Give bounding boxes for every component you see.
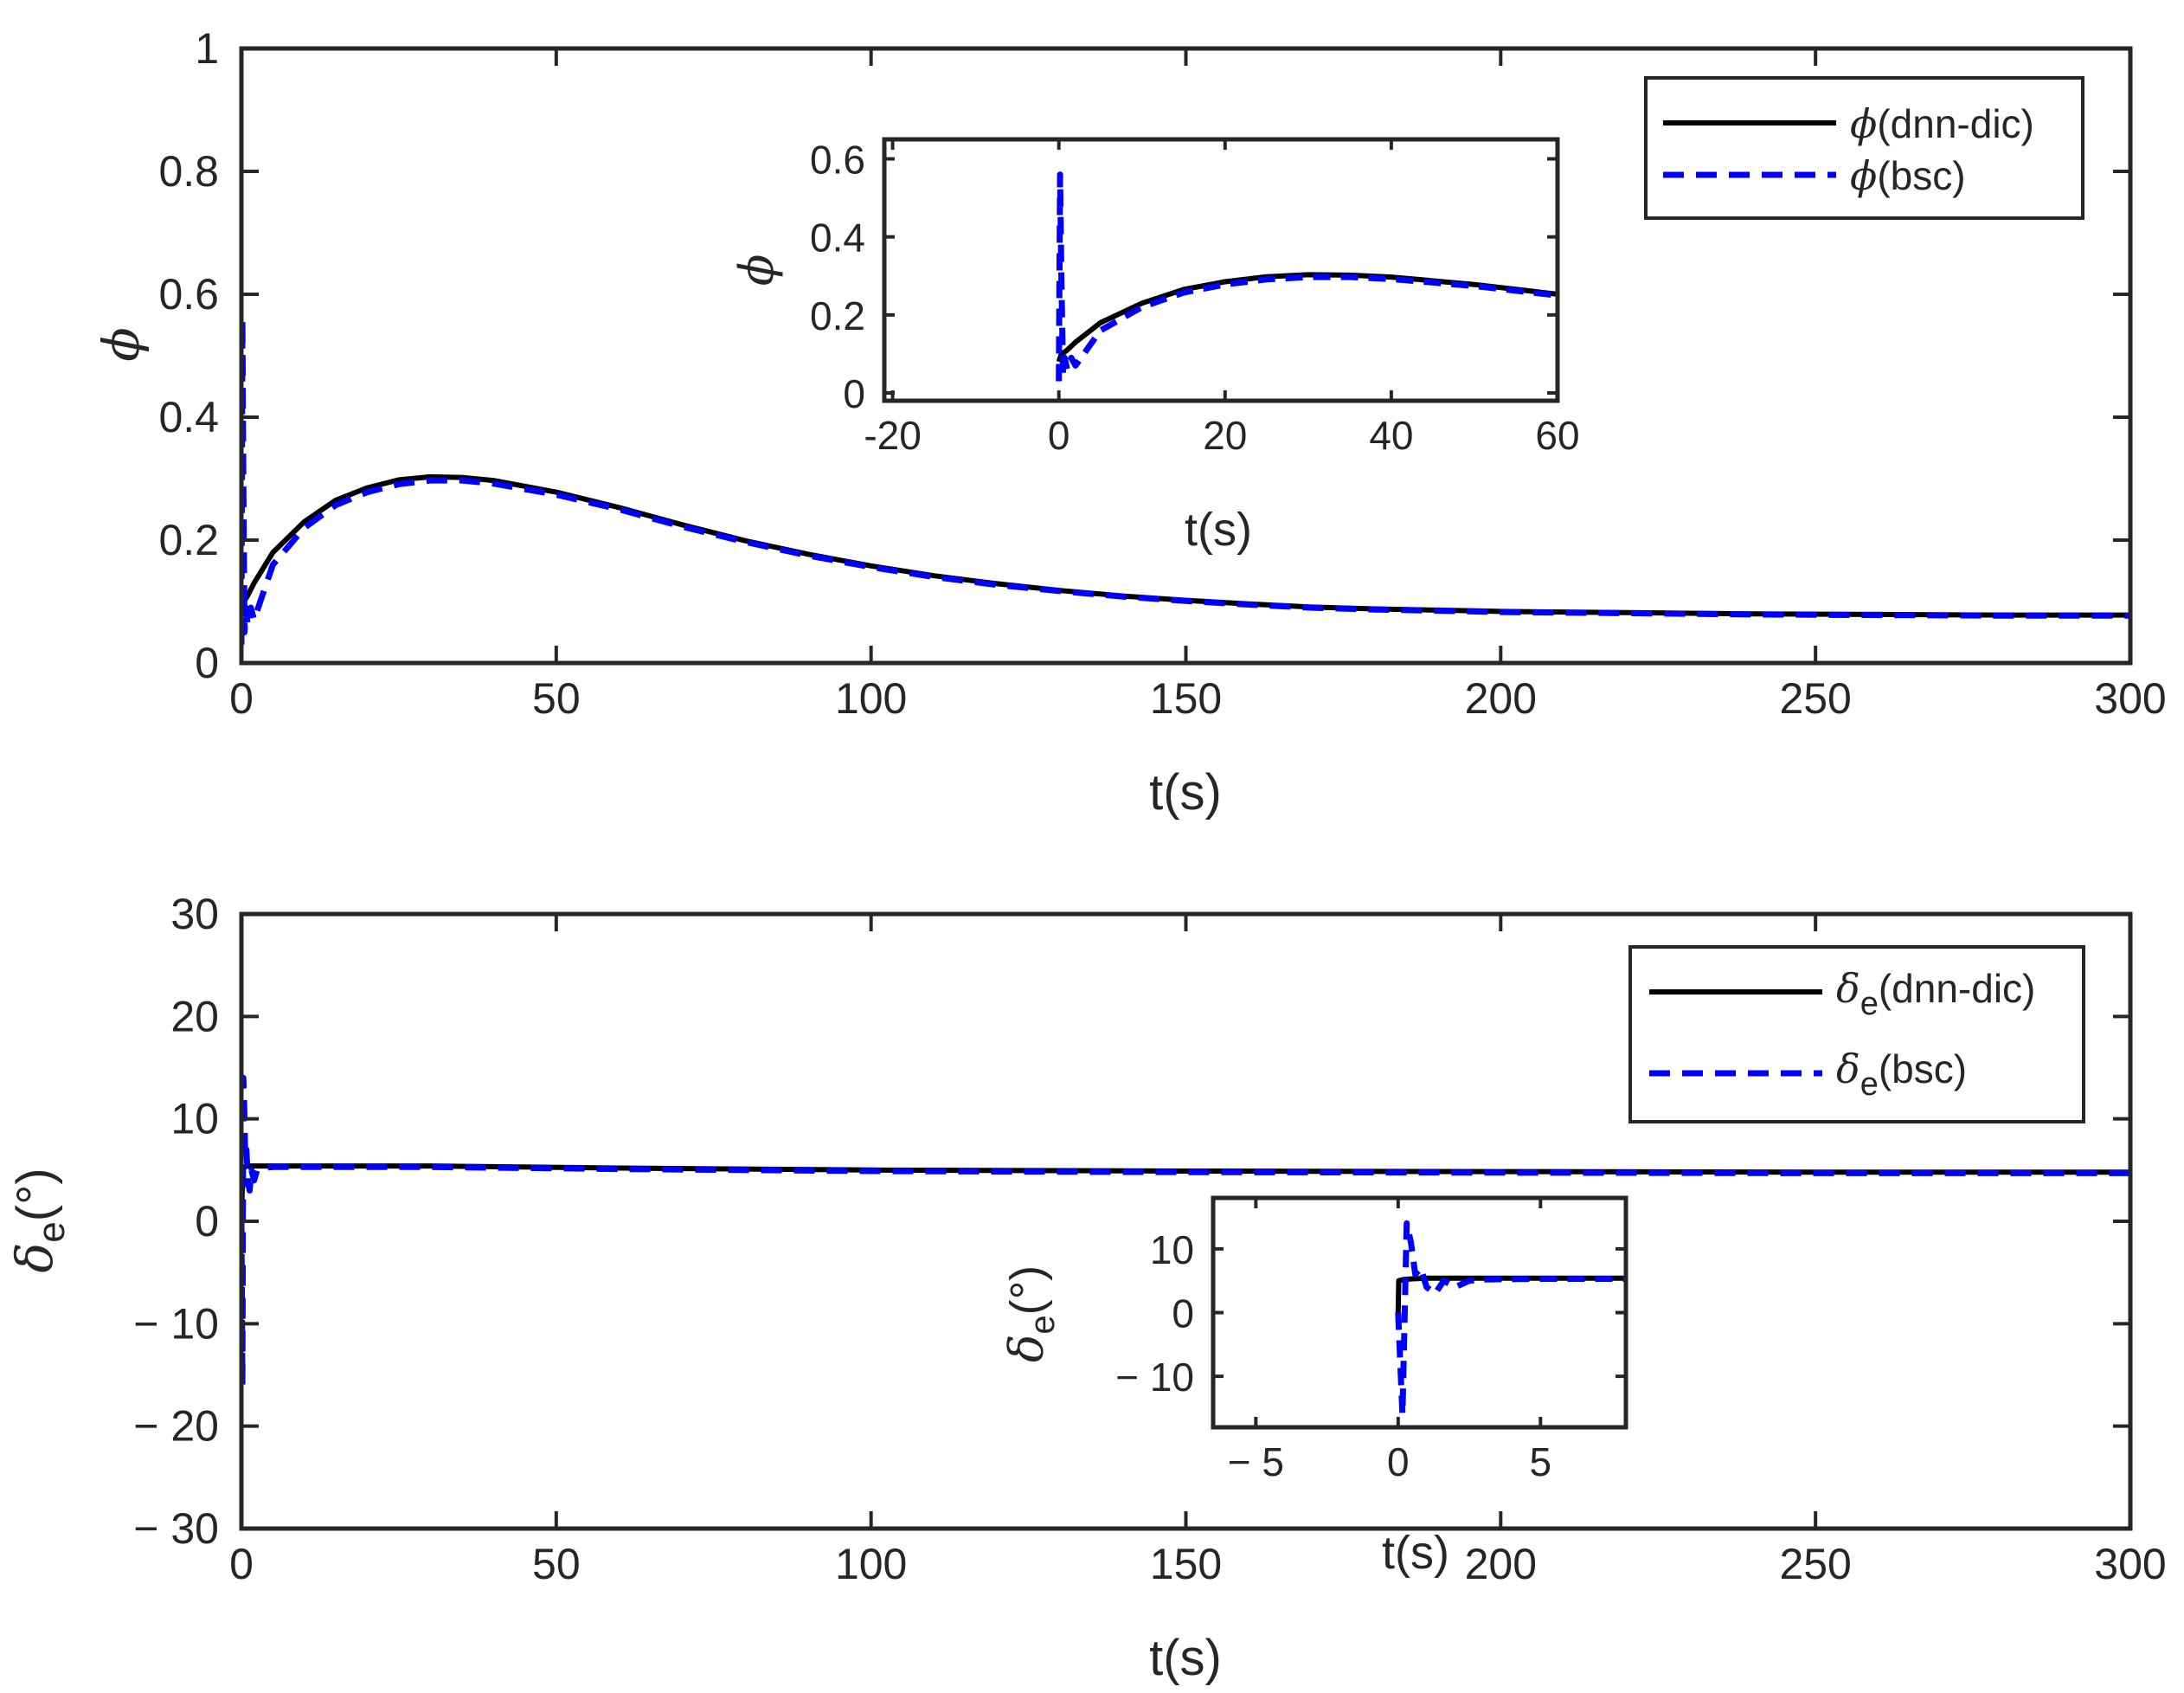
top-xtick-label: 300 <box>2094 674 2166 723</box>
top-inset-series-bsc-line <box>1056 171 1558 382</box>
top-inset-xlabel: t(s) <box>1185 504 1252 556</box>
bottom-xtick-label: 300 <box>2094 1540 2166 1588</box>
top-xlabel: t(s) <box>1149 764 1222 821</box>
bottom-inset-ylabel: δe(°) <box>999 1265 1062 1362</box>
bottom-xtick-label: 150 <box>1150 1540 1222 1588</box>
bottom-ytick-label: − 20 <box>133 1402 219 1451</box>
bottom-legend-label-dnn-dic: δe(dnn-dic) <box>1836 965 2035 1022</box>
bottom-inset-ytick-label: 10 <box>1150 1227 1194 1272</box>
bottom-xlabel: t(s) <box>1149 1630 1222 1686</box>
top-inset-ytick-label: 0.2 <box>810 293 865 338</box>
bottom-inset-ytick-label: − 10 <box>1115 1355 1194 1400</box>
top-inset-xtick-label: 0 <box>1048 413 1070 458</box>
top-ytick-label: 0 <box>195 639 219 687</box>
top-inset-plot-area <box>884 139 1558 401</box>
top-legend-label-dnn-dic: ϕ(dnn-dic) <box>1850 100 2034 147</box>
top-legend: ϕ(dnn-dic) ϕ(bsc) <box>1644 76 2084 220</box>
bottom-inset-xtick-label: − 5 <box>1228 1439 1284 1484</box>
bottom-ylabel: δe(°) <box>5 1168 73 1272</box>
top-ylabel: ϕ <box>92 327 151 362</box>
top-xtick-label: 100 <box>835 674 907 723</box>
top-inset-xtick-label: -20 <box>864 413 921 458</box>
top-xtick-label: 200 <box>1465 674 1537 723</box>
bottom-xtick-label: 50 <box>532 1540 581 1588</box>
bottom-inset-axes: − 5 0 5 − 10 0 10 δe(°) <box>999 1195 1628 1484</box>
bottom-ytick-label: − 30 <box>133 1504 219 1553</box>
bottom-xtick-label: 100 <box>835 1540 907 1588</box>
bottom-legend: δe(dnn-dic) δe(bsc) <box>1628 945 2085 1123</box>
top-inset-ytick-label: 0.4 <box>810 216 865 261</box>
bottom-inset-plot-area <box>1213 1198 1626 1427</box>
top-xtick-label: 50 <box>532 674 581 723</box>
top-inset-xtick-label: 20 <box>1203 413 1247 458</box>
bottom-legend-label-bsc: δe(bsc) <box>1836 1046 1967 1103</box>
top-inset-axes-box <box>882 137 1560 403</box>
top-ytick-label: 0.6 <box>158 270 219 319</box>
bottom-inset-ytick-label: 0 <box>1172 1291 1194 1336</box>
bottom-inset-series-bsc-line <box>1395 1220 1626 1418</box>
top-inset-ytick-label: 0.6 <box>810 138 865 183</box>
top-inset-xtick-label: 40 <box>1369 413 1413 458</box>
bottom-xtick-label: 200 <box>1465 1540 1537 1588</box>
bottom-xtick-label: 0 <box>229 1540 254 1588</box>
bottom-xtick-label: 250 <box>1779 1540 1851 1588</box>
top-ytick-label: 1 <box>195 24 219 73</box>
bottom-legend-box <box>1628 945 2085 1123</box>
bottom-inset-xtick-label: 5 <box>1530 1439 1552 1484</box>
top-xtick-label: 150 <box>1150 674 1222 723</box>
top-series-bsc-line <box>241 315 2130 645</box>
top-legend-label-bsc: ϕ(bsc) <box>1850 152 1966 199</box>
bottom-inset-xlabel: t(s) <box>1382 1527 1449 1579</box>
top-inset-xtick-label: 60 <box>1535 413 1579 458</box>
bottom-ytick-label: 30 <box>170 890 219 938</box>
top-ytick-label: 0.8 <box>158 147 219 196</box>
bottom-ytick-label: 10 <box>170 1095 219 1143</box>
top-ytick-label: 0.2 <box>158 516 219 564</box>
bottom-ytick-label: 0 <box>195 1197 219 1246</box>
top-xtick-label: 250 <box>1779 674 1851 723</box>
top-xtick-label: 0 <box>229 674 254 723</box>
bottom-inset-xtick-label: 0 <box>1387 1439 1410 1484</box>
top-inset-ytick-label: 0 <box>843 371 865 416</box>
bottom-ytick-label: 20 <box>170 992 219 1040</box>
top-legend-box <box>1644 76 2084 220</box>
bottom-ytick-label: − 10 <box>133 1299 219 1348</box>
top-inset-ylabel: ϕ <box>729 254 784 286</box>
top-ytick-label: 0.4 <box>158 393 219 441</box>
